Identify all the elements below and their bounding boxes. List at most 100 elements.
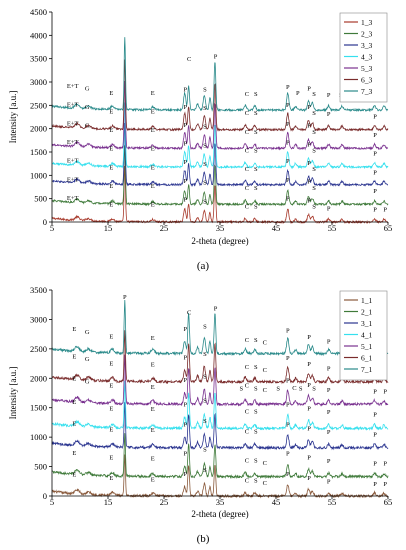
phase-annotation: P	[307, 334, 311, 341]
y-tick-label: 3000	[30, 314, 47, 324]
x-tick-label: 45	[272, 497, 281, 507]
phase-annotation: P	[286, 450, 290, 457]
phase-annotation: S	[203, 467, 207, 474]
phase-annotation: G	[85, 123, 90, 130]
phase-annotation: G	[85, 329, 90, 336]
phase-annotation: P	[373, 432, 377, 439]
phase-annotation: P	[373, 481, 377, 488]
series-line-5_3	[51, 80, 389, 151]
phase-annotation: S	[254, 409, 258, 416]
phase-annotation: P	[286, 177, 290, 184]
phase-annotation: E	[151, 476, 155, 483]
phase-annotation: P	[307, 104, 311, 111]
phase-annotation: E	[151, 127, 155, 134]
phase-annotation: P	[183, 178, 187, 185]
phase-annotation: P	[123, 294, 127, 301]
phase-annotation: P	[286, 102, 290, 109]
phase-annotation: P	[286, 471, 290, 478]
phase-annotation: E+T	[67, 120, 79, 127]
phase-annotation: P	[307, 475, 311, 482]
phase-annotation: E	[151, 202, 155, 209]
x-tick-label: 25	[160, 223, 169, 233]
phase-annotation: P	[183, 326, 187, 333]
phase-annotation: S	[203, 105, 207, 112]
phase-annotation: E	[72, 450, 76, 457]
phase-annotation: P	[286, 196, 290, 203]
series-line-6_3	[51, 59, 389, 132]
x-tick-label: 15	[104, 223, 113, 233]
phase-annotation: P	[373, 188, 377, 195]
phase-annotation: P	[327, 205, 331, 212]
y-tick-label: 3500	[30, 285, 47, 295]
phase-annotation: E	[151, 456, 155, 463]
phase-annotation: E	[109, 202, 113, 209]
legend-label: 7_1	[361, 365, 373, 374]
y-axis-label: Intensity [a.u.]	[8, 367, 18, 420]
series-line-2_1	[51, 433, 389, 480]
legend-label: 4_3	[361, 53, 373, 62]
phase-annotation: S	[312, 91, 316, 98]
x-tick-label: 55	[328, 497, 337, 507]
y-tick-label: 1500	[30, 403, 47, 413]
legend-box	[339, 12, 388, 103]
phase-annotation: E	[109, 108, 113, 115]
phase-annotation: G	[85, 379, 90, 386]
phase-annotation: P	[286, 121, 290, 128]
phase-annotation: P	[183, 140, 187, 147]
phase-annotation: E	[72, 399, 76, 406]
phase-annotation: S	[203, 198, 207, 205]
phase-annotation: E	[151, 146, 155, 153]
phase-annotation: E	[151, 164, 155, 171]
phase-annotation: S	[254, 429, 258, 436]
legend-box	[339, 290, 388, 381]
phase-annotation: E	[109, 164, 113, 171]
y-tick-label: 3000	[30, 77, 47, 87]
chart-panel-b: 5 15 25 35 45 55 65 0 500 1000 1500 2000 2500 3000 350…	[8, 285, 392, 519]
y-tick-label: 1500	[30, 147, 47, 157]
y-tick-label: 4000	[30, 30, 47, 40]
phase-annotation: E	[109, 146, 113, 153]
series-line-3_1	[51, 402, 389, 451]
phase-annotation: S	[312, 110, 316, 117]
phase-annotation: E	[109, 360, 113, 367]
phase-annotation: P	[327, 92, 331, 99]
series-line-5_1	[51, 354, 389, 407]
y-tick-label: 0	[43, 491, 47, 501]
phase-annotation: C	[245, 429, 249, 436]
phase-annotation: P	[183, 104, 187, 111]
phase-annotation: E+T	[67, 158, 79, 165]
phase-annotation: E	[151, 90, 155, 97]
phase-annotation: S	[254, 166, 258, 173]
phase-annotation: E	[109, 426, 113, 433]
legend-label: 3_1	[361, 319, 373, 328]
phase-annotation: S	[276, 386, 280, 393]
phase-annotation: P	[373, 412, 377, 419]
phase-annotation: S	[203, 323, 207, 330]
phase-annotation: S	[203, 124, 207, 131]
phase-annotation: C	[245, 185, 249, 192]
phase-annotation: P	[307, 455, 311, 462]
series-line-1_1	[51, 454, 389, 499]
phase-annotation: P	[307, 426, 311, 433]
phase-annotation: S	[254, 147, 258, 154]
x-tick-label: 35	[216, 497, 225, 507]
phase-annotation: S	[312, 147, 316, 154]
phase-annotation: P	[327, 387, 331, 394]
phase-annotation: C	[245, 337, 249, 344]
phase-annotation: C	[245, 147, 249, 154]
x-tick-label: 55	[328, 223, 337, 233]
phase-annotation: E	[151, 183, 155, 190]
phase-annotation: S	[254, 337, 258, 344]
phase-annotation: P	[307, 123, 311, 130]
x-tick-label: 5	[50, 223, 54, 233]
phase-annotation: P	[286, 377, 290, 384]
phase-annotation: P	[183, 450, 187, 457]
x-tick-label: 65	[384, 497, 393, 507]
legend-label: 4_1	[361, 331, 373, 340]
series-line-4_1	[51, 380, 389, 431]
phase-annotation: P	[307, 382, 311, 389]
phase-annotation: P	[383, 389, 387, 396]
caption-b: (b)	[196, 533, 210, 545]
phase-annotation: P	[296, 90, 300, 97]
